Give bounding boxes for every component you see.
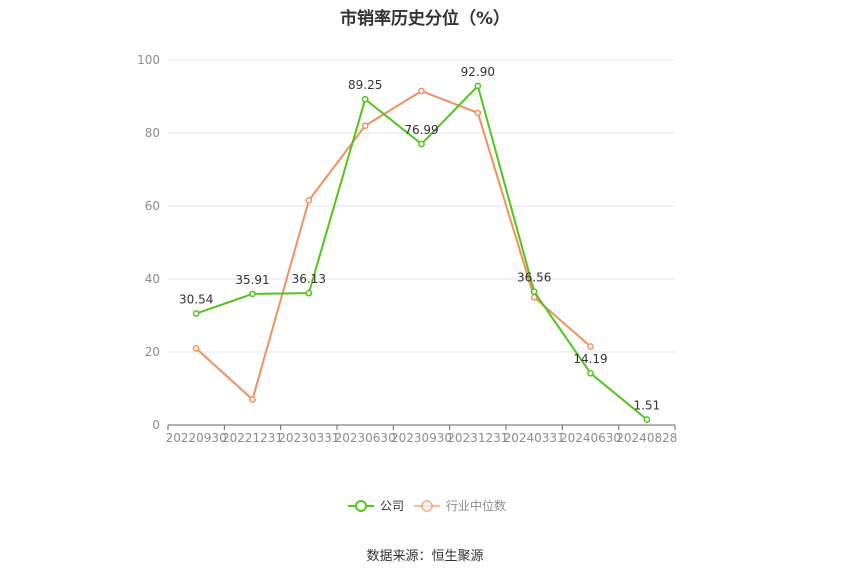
company-data-point[interactable] bbox=[587, 369, 594, 377]
data-label: 36.13 bbox=[292, 272, 326, 286]
data-label: 89.25 bbox=[348, 78, 382, 92]
chart-title: 市销率历史分位（%） bbox=[339, 9, 511, 29]
industry-median-data-point[interactable] bbox=[361, 122, 369, 130]
x-tick-label: 20230630 bbox=[335, 431, 396, 445]
data-label: 92.90 bbox=[461, 65, 495, 79]
x-tick-label: 20230331 bbox=[278, 431, 339, 445]
y-tick-label: 0 bbox=[152, 418, 160, 432]
company-data-point[interactable] bbox=[305, 289, 313, 297]
data-label: 35.91 bbox=[235, 273, 269, 287]
y-tick-label: 80 bbox=[145, 126, 160, 140]
y-tick-label: 60 bbox=[145, 199, 160, 213]
legend-item-industry-median[interactable]: 行业中位数 bbox=[414, 498, 506, 513]
x-tick-label: 20240630 bbox=[560, 431, 621, 445]
x-tick-label: 20240828 bbox=[616, 431, 677, 445]
data-label: 76.99 bbox=[404, 123, 438, 137]
legend-label: 公司 bbox=[380, 499, 404, 513]
series-layer bbox=[192, 82, 651, 423]
legend-item-company[interactable]: 公司 bbox=[348, 499, 404, 513]
legend-marker-icon bbox=[355, 500, 367, 512]
y-axis: 0 20 40 60 80 100 bbox=[137, 53, 160, 432]
industry-median-data-point[interactable] bbox=[474, 109, 482, 117]
company-data-point[interactable] bbox=[418, 140, 425, 148]
company-data-point[interactable] bbox=[530, 288, 538, 295]
legend: 公司 行业中位数 bbox=[348, 498, 506, 513]
data-label: 14.19 bbox=[573, 352, 607, 366]
data-label: 1.51 bbox=[633, 398, 660, 412]
industry-median-data-point[interactable] bbox=[249, 396, 256, 403]
data-source-note: 数据来源：恒生聚源 bbox=[366, 549, 484, 564]
company-data-point[interactable] bbox=[249, 290, 256, 298]
data-label: 36.56 bbox=[517, 271, 551, 285]
x-tick-label: 20240331 bbox=[504, 431, 565, 445]
x-tick-label: 20220930 bbox=[166, 431, 227, 445]
data-labels: 30.54 35.91 36.13 89.25 76.99 92.90 36.56 14.19… bbox=[179, 65, 660, 413]
industry-median-data-point[interactable] bbox=[418, 87, 425, 95]
y-tick-label: 20 bbox=[145, 345, 160, 359]
industry-median-data-point[interactable] bbox=[305, 197, 313, 204]
legend-marker-icon bbox=[421, 500, 433, 512]
x-tick-label: 20230930 bbox=[391, 431, 452, 445]
y-tick-label: 40 bbox=[145, 272, 160, 286]
company-data-point[interactable] bbox=[192, 310, 200, 317]
industry-median-data-point[interactable] bbox=[192, 345, 200, 352]
grid-lines bbox=[168, 59, 675, 353]
y-tick-label: 100 bbox=[137, 53, 160, 67]
x-tick-label: 20221231 bbox=[222, 431, 283, 445]
company-data-point[interactable] bbox=[361, 95, 369, 103]
industry-median-data-point[interactable] bbox=[587, 343, 594, 350]
x-tick-label: 20231231 bbox=[447, 431, 508, 445]
company-data-point[interactable] bbox=[643, 416, 651, 423]
industry-median-series-line bbox=[195, 90, 592, 401]
company-data-point[interactable] bbox=[474, 82, 482, 90]
x-axis: 2022093020221231202303312023063020230930… bbox=[166, 424, 677, 445]
legend-label: 行业中位数 bbox=[446, 498, 506, 513]
data-label: 30.54 bbox=[179, 293, 213, 307]
